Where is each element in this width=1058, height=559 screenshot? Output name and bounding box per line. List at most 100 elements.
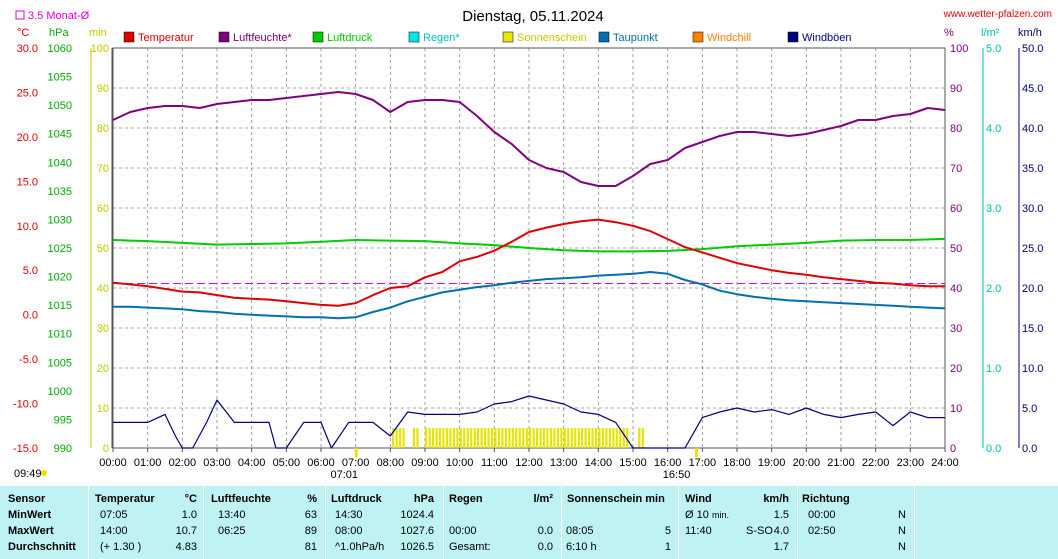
wind-value: 1.5 — [773, 509, 789, 521]
sunshine-bar — [439, 428, 442, 448]
sun-tick-label: 40 — [97, 283, 109, 295]
header-sensor: Sensor — [8, 493, 46, 505]
pres-value: 1026.5 — [400, 541, 434, 553]
humidity-tick-label: 10 — [950, 403, 962, 415]
x-tick-label: 09:00 — [411, 457, 439, 469]
sunshine-bar — [435, 428, 438, 448]
pressure-unit: hPa — [49, 27, 69, 39]
header-rain: Regen — [449, 493, 483, 505]
sunshine-bar — [553, 428, 556, 448]
sunshine-bar — [556, 428, 560, 448]
row-label: MinWert — [8, 509, 52, 521]
sun-icon — [41, 470, 47, 476]
sunshine-bar — [605, 428, 608, 448]
humidity-tick-label: 20 — [950, 363, 962, 375]
sunshine-bar — [567, 428, 570, 448]
legend-label: Luftdruck — [327, 32, 373, 44]
sunshine-bar — [395, 428, 398, 448]
sun-tick-label: 0 — [103, 443, 109, 455]
sunshine-bar — [466, 428, 469, 448]
sunshine-bar — [641, 428, 644, 448]
x-tick-label: 16:00 — [654, 457, 682, 469]
sunshine-bar — [581, 428, 584, 448]
sunshine-bar — [518, 428, 521, 448]
sunshine-bar — [399, 428, 402, 448]
sunshine-bar — [497, 428, 501, 448]
hum-value: 81 — [304, 541, 317, 553]
legend-swatch — [598, 31, 610, 43]
wind-dir: S-SO — [746, 525, 773, 537]
sunshine-bar — [449, 428, 452, 448]
stats-divider — [203, 486, 204, 559]
temp-time: 07:05 — [100, 509, 128, 521]
wind-tick-label: 25.0 — [1022, 243, 1043, 255]
pressure-tick-label: 995 — [54, 414, 72, 426]
header-temp-unit: °C — [184, 493, 197, 505]
x-tick-label: 10:00 — [446, 457, 474, 469]
pressure-tick-label: 1050 — [48, 100, 72, 112]
row-label: MaxWert — [8, 525, 54, 537]
sunshine-bar — [563, 428, 566, 448]
sun-value: 5 — [664, 525, 671, 537]
sunshine-bar — [452, 428, 456, 448]
sunshine-bar — [619, 428, 622, 448]
x-tick-label: 21:00 — [827, 457, 855, 469]
sun-tick-label: 50 — [97, 243, 109, 255]
x-tick-label: 02:00 — [169, 457, 197, 469]
header-rain-unit: l/m² — [533, 493, 553, 505]
sunshine-bar — [463, 428, 466, 448]
header-dir: Richtung — [802, 493, 850, 505]
sunshine-bar — [412, 428, 416, 448]
sunshine-bar — [608, 428, 612, 448]
pres-value: 1027.6 — [400, 525, 434, 537]
temp-tick-label: 5.0 — [23, 265, 38, 277]
sunshine-bar — [588, 428, 591, 448]
legend-label: Sonnenschein — [517, 32, 587, 44]
sun-tick-label: 10 — [97, 403, 109, 415]
rain-value: 0.0 — [537, 525, 553, 537]
temp-tick-label: 20.0 — [17, 132, 38, 144]
header-hum: Luftfeuchte — [211, 493, 271, 505]
temp-unit: °C — [17, 27, 29, 39]
temp-tick-label: 30.0 — [17, 43, 38, 55]
sunshine-bar — [595, 428, 598, 448]
stats-divider — [678, 486, 679, 559]
sunshine-bar — [601, 428, 605, 448]
pressure-tick-label: 1060 — [48, 43, 72, 55]
x-tick-label: 07:00 — [342, 457, 370, 469]
humidity-tick-label: 0 — [950, 443, 956, 455]
wind-unit: km/h — [1018, 27, 1042, 39]
sun-tick-label: 70 — [97, 163, 109, 175]
temp-value: 1.0 — [181, 509, 197, 521]
legend-swatch — [408, 31, 420, 43]
x-tick-label: 24:00 — [931, 457, 959, 469]
x-tick-label: 04:00 — [238, 457, 266, 469]
pressure-tick-label: 990 — [54, 443, 72, 455]
legend-swatch — [787, 31, 799, 43]
sun-tick-label: 20 — [97, 363, 109, 375]
series-luftfeuchte-line — [112, 91, 946, 187]
sunshine-bar — [501, 428, 504, 448]
wind-time: 11:40 — [685, 525, 712, 537]
monthly-avg-marker-icon — [15, 10, 25, 20]
rain-tick-label: 2.0 — [986, 283, 1001, 295]
humidity-tick-label: 80 — [950, 123, 962, 135]
sunshine-bar — [532, 428, 535, 448]
sunshine-bar — [484, 428, 487, 448]
hum-value: 63 — [304, 509, 317, 521]
temp-tick-label: -5.0 — [19, 354, 38, 366]
legend-label: Windböen — [802, 32, 852, 44]
site-link[interactable]: www.wetter-pfalzen.com — [943, 9, 1052, 20]
rain-value: 0.0 — [537, 541, 553, 553]
x-tick-label: 18:00 — [723, 457, 751, 469]
rain-tick-label: 1.0 — [986, 363, 1001, 375]
wind-tick-label: 20.0 — [1022, 283, 1043, 295]
x-tick-label: 01:00 — [134, 457, 162, 469]
pressure-tick-label: 1015 — [48, 300, 72, 312]
sunshine-bar — [536, 428, 539, 448]
humidity-tick-label: 30 — [950, 323, 962, 335]
rain-time: Gesamt: — [449, 541, 491, 553]
header-wind: Wind — [685, 493, 712, 505]
temp-time: 14:00 — [100, 525, 128, 537]
hum-value: 89 — [304, 525, 317, 537]
